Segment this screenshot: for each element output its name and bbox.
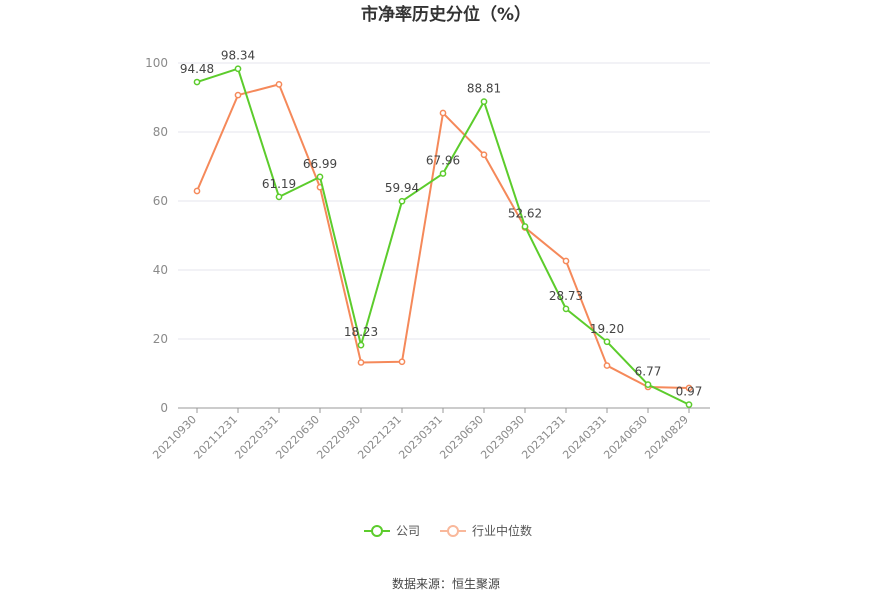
- data-point: [234, 91, 242, 99]
- data-label: 66.99: [303, 157, 337, 171]
- data-label: 52.62: [508, 206, 542, 220]
- x-tick-label: 20240829: [642, 413, 691, 462]
- chart-title: 市净率历史分位（%）: [361, 4, 531, 25]
- data-point: [275, 81, 283, 88]
- data-point: [439, 170, 447, 177]
- data-point: [685, 401, 693, 409]
- x-tick-label: 20221231: [355, 413, 404, 462]
- data-labels: 94.48 98.34 61.19 66.99 18.23 59.94 67.96 88.81…: [180, 49, 703, 399]
- legend-swatch-marker[interactable]: [447, 525, 459, 537]
- data-point: [480, 151, 488, 159]
- source-note: 数据来源：恒生聚源: [392, 576, 500, 591]
- data-point: [603, 338, 611, 346]
- data-point: [685, 384, 693, 392]
- data-point: [480, 98, 488, 105]
- data-point: [603, 362, 611, 369]
- y-tick-label: 20: [153, 332, 168, 346]
- x-tick-label: 20231231: [519, 413, 568, 462]
- x-tick-label: 20240331: [560, 413, 609, 462]
- data-label: 61.19: [262, 177, 296, 191]
- x-tick-label: 20220331: [232, 413, 281, 462]
- data-point: [357, 341, 365, 349]
- legend[interactable]: 公司 行业中位数: [364, 523, 532, 538]
- x-tick-label: 20230331: [396, 413, 445, 462]
- y-tick-label: 0: [160, 401, 168, 415]
- data-point: [439, 109, 447, 117]
- data-point: [398, 197, 406, 205]
- series-line: [196, 83, 690, 389]
- y-tick-label: 40: [153, 263, 168, 277]
- x-tick-label: 20220930: [314, 413, 363, 462]
- data-label: 94.48: [180, 62, 214, 76]
- data-point: [562, 305, 570, 313]
- data-point: [357, 359, 365, 366]
- legend-label[interactable]: 行业中位数: [472, 523, 532, 538]
- data-point: [316, 173, 324, 181]
- data-point: [562, 257, 570, 265]
- data-label: 18.23: [344, 325, 378, 339]
- axes: 0204060801002021093020211231202203312022…: [145, 56, 710, 462]
- x-tick-label: 20230630: [437, 413, 486, 462]
- y-tick-label: 60: [153, 194, 168, 208]
- series-layer: [193, 65, 693, 409]
- legend-swatch-marker[interactable]: [371, 525, 383, 537]
- data-label: 98.34: [221, 49, 255, 63]
- data-point: [398, 358, 406, 366]
- x-tick-label: 20210930: [150, 413, 199, 462]
- data-point: [644, 381, 652, 388]
- grid: [178, 62, 710, 340]
- data-point: [275, 193, 283, 201]
- y-tick-label: 80: [153, 125, 168, 139]
- data-label: 28.73: [549, 289, 583, 303]
- x-tick-label: 20220630: [273, 413, 322, 462]
- data-label: 59.94: [385, 181, 419, 195]
- data-label: 19.20: [590, 322, 624, 336]
- data-label: 6.77: [635, 365, 662, 379]
- y-tick-label: 100: [145, 56, 168, 70]
- data-point: [234, 65, 242, 73]
- data-point: [521, 223, 529, 230]
- x-tick-label: 20211231: [191, 413, 240, 462]
- legend-label[interactable]: 公司: [396, 524, 420, 538]
- data-point: [193, 187, 201, 195]
- x-tick-label: 20240630: [601, 413, 650, 462]
- data-label: 88.81: [467, 82, 501, 96]
- data-label: 67.96: [426, 154, 460, 168]
- data-point: [193, 78, 201, 86]
- data-label: 0.97: [676, 385, 703, 399]
- x-tick-label: 20230930: [478, 413, 527, 462]
